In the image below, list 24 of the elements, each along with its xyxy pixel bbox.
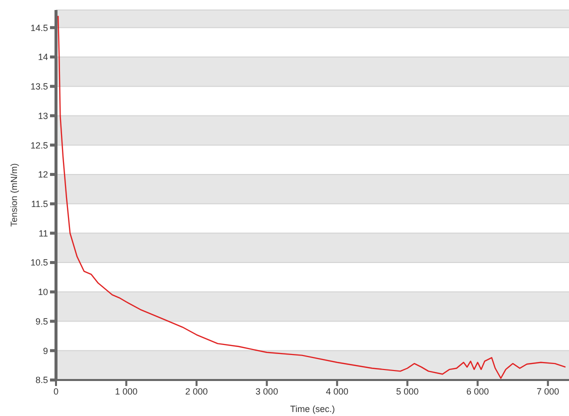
x-tick-label: 0 (53, 386, 59, 396)
y-tick-label: 10 (38, 287, 48, 298)
y-tick-label: 11 (38, 228, 48, 238)
y-tick-label: 13.5 (30, 82, 48, 92)
y-tick-label: 8.5 (35, 375, 48, 386)
x-tick-label: 6 000 (466, 386, 489, 396)
y-tick-label: 9 (42, 346, 48, 356)
x-tick-label: 5 000 (396, 386, 419, 396)
line-series (58, 15, 566, 379)
x-tick-label: 3 000 (256, 386, 278, 396)
y-tick-label: 13 (38, 110, 48, 121)
y-tick-label: 14 (38, 52, 48, 62)
y-tick-label: 14.5 (30, 22, 48, 33)
x-tick-label: 4 000 (326, 386, 348, 396)
y-tick-label: 12.5 (30, 140, 48, 150)
y-tick-label: 9.5 (35, 316, 48, 326)
y-axis-title: Tension (mN/m) (9, 163, 20, 227)
y-tick-label: 11.5 (31, 199, 48, 210)
x-tick-label: 1 000 (115, 386, 138, 396)
y-tick-label: 10.5 (30, 258, 48, 268)
x-axis-title: Time (sec.) (290, 404, 335, 414)
x-tick-label: 2 000 (185, 386, 208, 396)
y-tick-label: 12 (38, 170, 48, 180)
x-tick-label: 7 000 (536, 386, 560, 396)
